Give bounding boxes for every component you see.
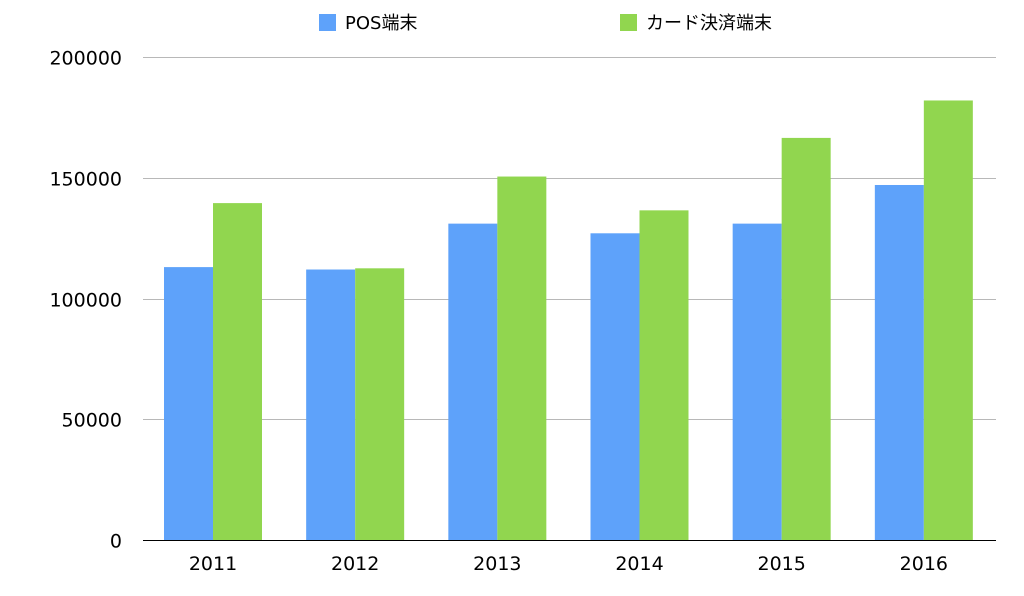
x-tick-label: 2014 (615, 553, 663, 575)
bar-pos-2015 (732, 223, 782, 540)
bar-card-2015 (781, 137, 831, 540)
y-tick-label: 200000 (49, 48, 122, 70)
y-tick-label: 100000 (49, 290, 122, 312)
x-tick-label: 2015 (757, 553, 805, 575)
x-tick-label: 2011 (189, 553, 237, 575)
bar-pos-2011 (164, 267, 213, 540)
y-tick-label: 0 (110, 531, 122, 553)
legend-label: カード決済端末 (646, 13, 772, 34)
bar-card-2012 (355, 268, 405, 540)
bar-pos-2013 (448, 223, 498, 540)
bar-card-2011 (213, 203, 262, 541)
x-tick-label: 2016 (900, 553, 948, 575)
bar-card-2013 (497, 176, 547, 541)
bar-pos-2016 (874, 184, 924, 540)
bar-card-2016 (923, 100, 973, 540)
legend-swatch (319, 14, 336, 31)
y-tick-label: 150000 (49, 169, 122, 191)
bars-layer (164, 100, 973, 541)
legend: POS端末 カード決済端末 (319, 13, 772, 34)
grid-layer (143, 57, 996, 420)
bar-pos-2012 (306, 269, 356, 540)
y-tick-label: 50000 (62, 410, 122, 432)
legend-swatch (620, 14, 637, 31)
bar-pos-2014 (590, 233, 640, 541)
x-tick-label: 2013 (473, 553, 521, 575)
legend-label: POS端末 (345, 13, 417, 34)
x-tick-label: 2012 (331, 553, 379, 575)
axis-layer: 0 50000 100000 150000 200000 2011 2012 2013 2014… (49, 48, 996, 575)
bar-card-2014 (639, 210, 689, 541)
